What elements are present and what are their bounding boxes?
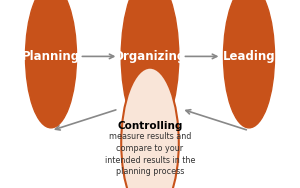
Text: Controlling: Controlling [117, 121, 183, 131]
Ellipse shape [26, 0, 76, 128]
Text: measure results and
compare to your
intended results in the
planning process: measure results and compare to your inte… [105, 132, 195, 176]
Ellipse shape [224, 0, 274, 128]
Text: Planning: Planning [22, 50, 80, 63]
Text: Organizing: Organizing [114, 50, 186, 63]
Ellipse shape [121, 68, 179, 188]
Ellipse shape [121, 0, 179, 137]
Text: Leading: Leading [223, 50, 275, 63]
